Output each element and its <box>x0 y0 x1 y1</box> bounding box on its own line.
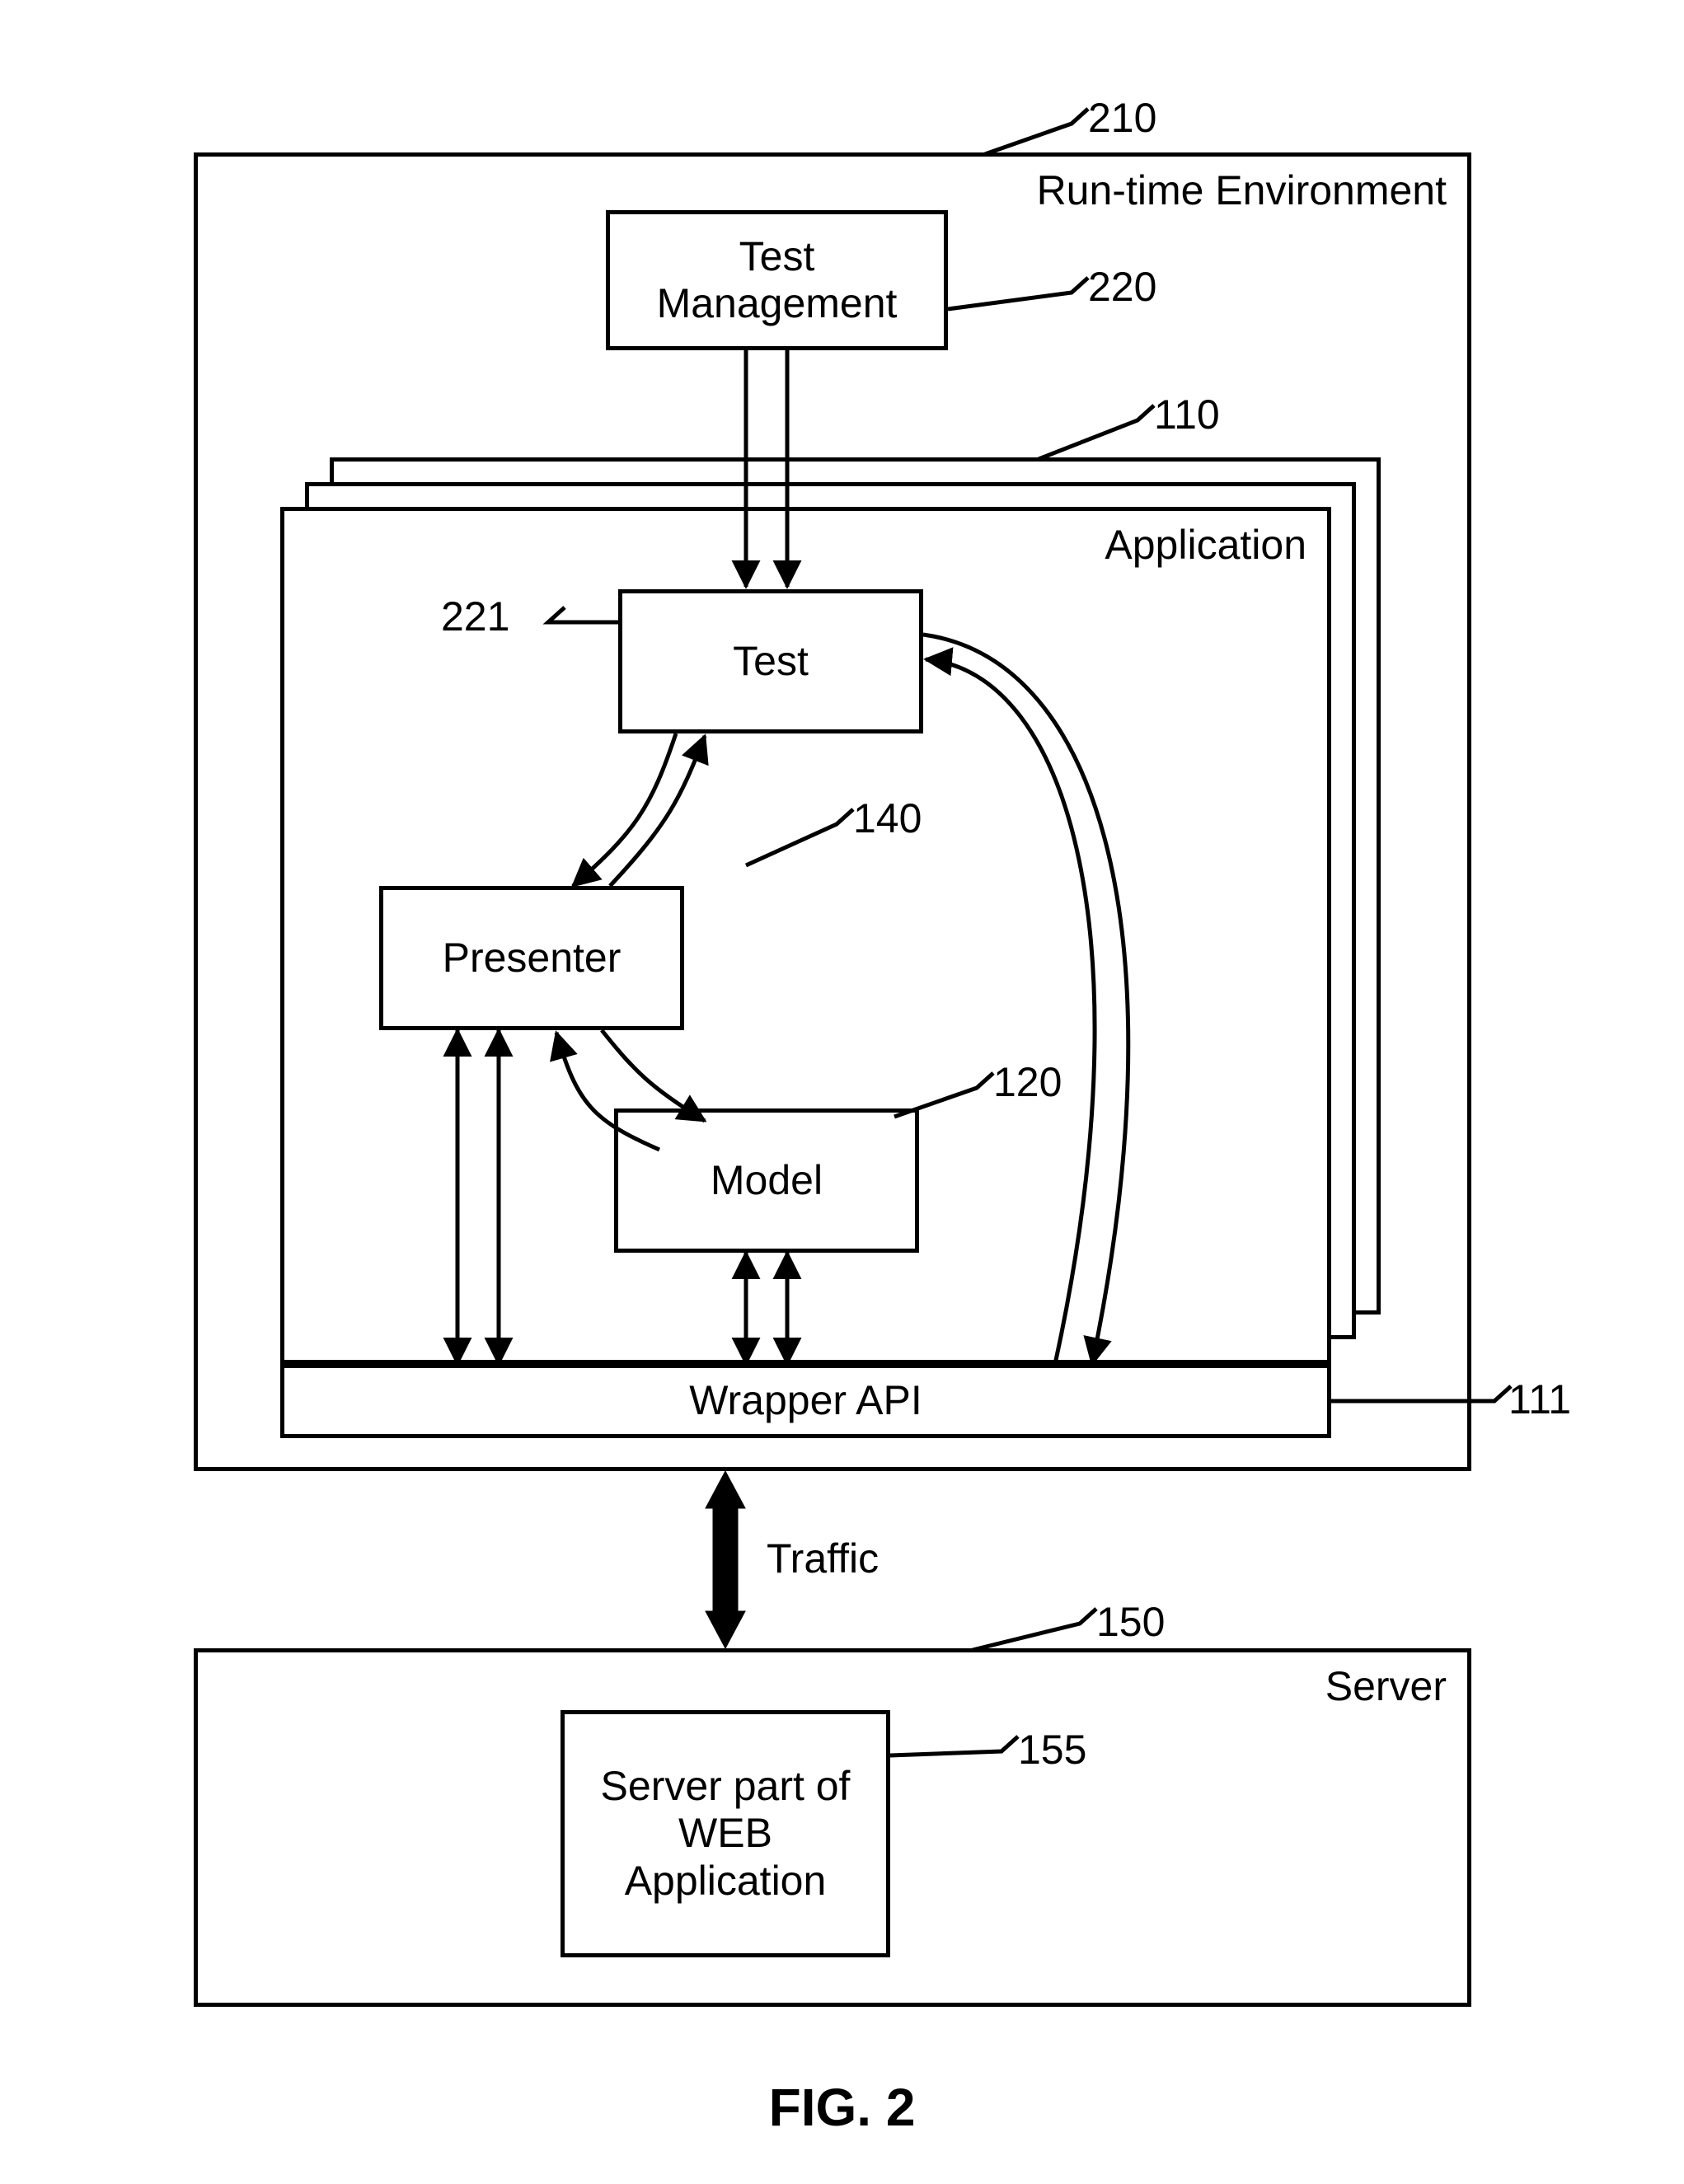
model-label: Model <box>614 1108 919 1253</box>
ref-221: 221 <box>441 593 509 641</box>
ref-155: 155 <box>1018 1727 1086 1774</box>
traffic-label: Traffic <box>767 1535 879 1583</box>
application-label: Application <box>1105 522 1306 569</box>
ref-110: 110 <box>1154 391 1220 439</box>
figure-title: FIG. 2 <box>0 2077 1684 2138</box>
server-label: Server <box>1325 1663 1447 1711</box>
ref-150: 150 <box>1096 1599 1165 1647</box>
ref-111: 111 <box>1508 1376 1571 1424</box>
presenter-label: Presenter <box>379 886 684 1030</box>
diagram-canvas: Run-time Environment Test Management App… <box>0 0 1684 2184</box>
test-label: Test <box>618 589 923 733</box>
ref-210: 210 <box>1088 95 1156 143</box>
runtime-env-label: Run-time Environment <box>1037 167 1447 215</box>
ref-140: 140 <box>853 795 922 843</box>
ref-220: 220 <box>1088 264 1156 312</box>
ref-120: 120 <box>993 1059 1062 1107</box>
server-part-label: Server part of WEB Application <box>561 1710 890 1957</box>
test-management-label: Test Management <box>606 210 948 350</box>
wrapper-api-label: Wrapper API <box>280 1364 1331 1438</box>
